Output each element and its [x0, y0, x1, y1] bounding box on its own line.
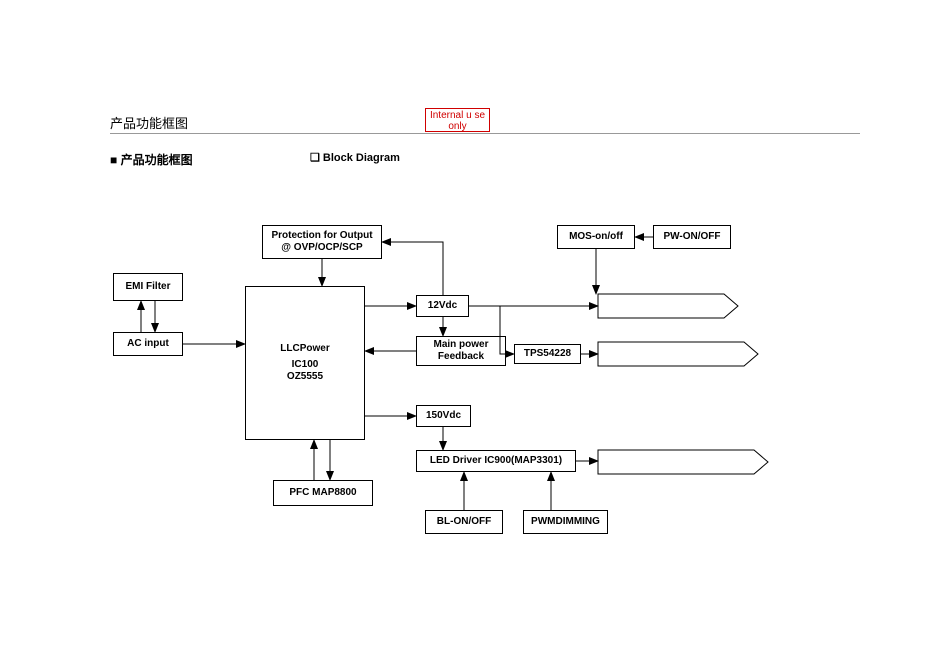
node-mos: MOS-on/off — [557, 225, 635, 249]
node-v150: 150Vdc — [416, 405, 471, 427]
subtitle-text: ■ 产品功能框图 — [110, 153, 193, 167]
subtitle: ■ 产品功能框图 — [110, 151, 193, 169]
node-emi_filter: EMI Filter — [113, 273, 183, 301]
output-ledout: LED Output(345mA) 1Ch — [598, 450, 754, 474]
node-leddriver: LED Driver IC900(MAP3301) — [416, 450, 576, 472]
node-pfc: PFC MAP8800 — [273, 480, 373, 506]
node-v12: 12Vdc — [416, 295, 469, 317]
node-llcpower: LLCPower IC100OZ5555 — [245, 286, 365, 440]
page-title: 产品功能框图 — [110, 116, 188, 131]
node-ac_input: AC input — [113, 332, 183, 356]
block-diagram-label: ❏ Block Diagram — [310, 151, 400, 164]
node-pwm: PWMDIMMING — [523, 510, 608, 534]
output-standby: Standby-5Vdc (1.0A) — [598, 342, 744, 366]
node-tps: TPS54228 — [514, 344, 581, 364]
node-pwon: PW-ON/OFF — [653, 225, 731, 249]
node-mainfb: Main powerFeedback — [416, 336, 506, 366]
node-blon: BL-ON/OFF — [425, 510, 503, 534]
output-out12v: 12Vdc (4A) — [598, 294, 724, 318]
node-protection: Protection for Output@ OVP/OCP/SCP — [262, 225, 382, 259]
internal-use-label: Internal u se only — [425, 108, 490, 132]
